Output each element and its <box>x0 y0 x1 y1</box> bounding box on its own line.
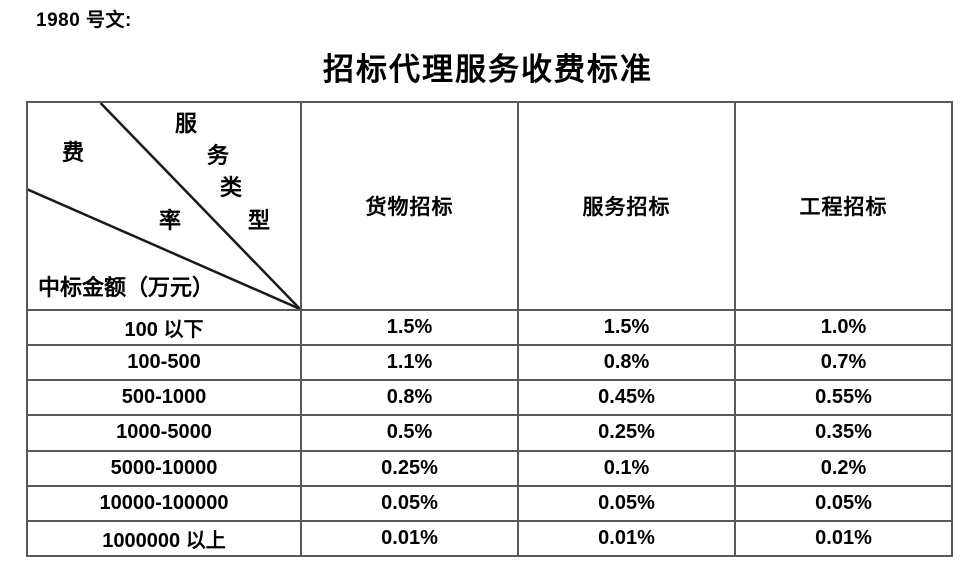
column-header-services: 服务招标 <box>517 103 734 309</box>
table-row: 100-500 1.1% 0.8% 0.7% <box>28 344 951 380</box>
corner-service-char-4: 型 <box>248 208 271 233</box>
goods-rate-value: 1.5% <box>300 311 517 345</box>
row-label: 1000000 以上 <box>102 529 226 552</box>
works-rate-value: 0.01% <box>734 521 951 555</box>
row-label: 100-500 <box>127 351 201 374</box>
fee-standard-table: 费 率 服 务 类 型 中标金额（万元） 货物招标 服务招标 工程招标 100 … <box>26 101 953 557</box>
column-header-goods: 货物招标 <box>300 103 517 309</box>
table-corner-cell: 费 率 服 务 类 型 中标金额（万元） <box>28 103 300 309</box>
row-label: 10000-100000 <box>99 491 229 514</box>
row-axis-label: 中标金额（万元） <box>38 275 215 300</box>
corner-rate-char: 率 <box>159 208 182 233</box>
page-title: 招标代理服务收费标准 <box>323 52 653 87</box>
table-header-row: 费 率 服 务 类 型 中标金额（万元） 货物招标 服务招标 工程招标 <box>28 103 951 309</box>
services-rate-value: 0.8% <box>517 346 734 380</box>
table-row: 10000-100000 0.05% 0.05% 0.05% <box>28 484 951 520</box>
goods-rate-value: 0.25% <box>300 451 517 485</box>
goods-rate-value: 0.5% <box>300 416 517 450</box>
corner-service-char-1: 服 <box>175 111 198 136</box>
table-row: 100 以下 1.5% 1.5% 1.0% <box>28 309 951 345</box>
table-row: 1000-5000 0.5% 0.25% 0.35% <box>28 414 951 450</box>
services-rate-value: 0.1% <box>517 451 734 485</box>
table-body: 100 以下 1.5% 1.5% 1.0% 100-500 1.1% 0.8% … <box>28 309 951 555</box>
works-rate-value: 0.35% <box>734 416 951 450</box>
corner-fee-char: 费 <box>62 140 85 165</box>
services-rate-value: 0.25% <box>517 416 734 450</box>
works-rate-value: 1.0% <box>734 311 951 345</box>
services-rate-value: 0.45% <box>517 381 734 415</box>
row-label: 500-1000 <box>121 386 207 409</box>
table-row: 5000-10000 0.25% 0.1% 0.2% <box>28 449 951 485</box>
corner-service-char-3: 类 <box>220 175 243 200</box>
works-rate-value: 0.2% <box>734 451 951 485</box>
works-rate-value: 0.05% <box>734 486 951 520</box>
diagonal-divider-lines <box>28 103 300 309</box>
goods-rate-value: 0.8% <box>300 381 517 415</box>
works-rate-value: 0.55% <box>734 381 951 415</box>
row-label: 5000-10000 <box>110 456 218 479</box>
services-rate-value: 0.01% <box>517 521 734 555</box>
doc-number-label: 1980 号文: <box>36 10 132 31</box>
works-rate-value: 0.7% <box>734 346 951 380</box>
table-row: 1000000 以上 0.01% 0.01% 0.01% <box>28 519 951 555</box>
table-row: 500-1000 0.8% 0.45% 0.55% <box>28 379 951 415</box>
goods-rate-value: 0.05% <box>300 486 517 520</box>
goods-rate-value: 0.01% <box>300 521 517 555</box>
goods-rate-value: 1.1% <box>300 346 517 380</box>
row-label: 1000-5000 <box>116 421 212 444</box>
services-rate-value: 1.5% <box>517 311 734 345</box>
column-header-works: 工程招标 <box>734 103 951 309</box>
row-label: 100 以下 <box>124 319 204 342</box>
services-rate-value: 0.05% <box>517 486 734 520</box>
corner-service-char-2: 务 <box>207 143 230 168</box>
